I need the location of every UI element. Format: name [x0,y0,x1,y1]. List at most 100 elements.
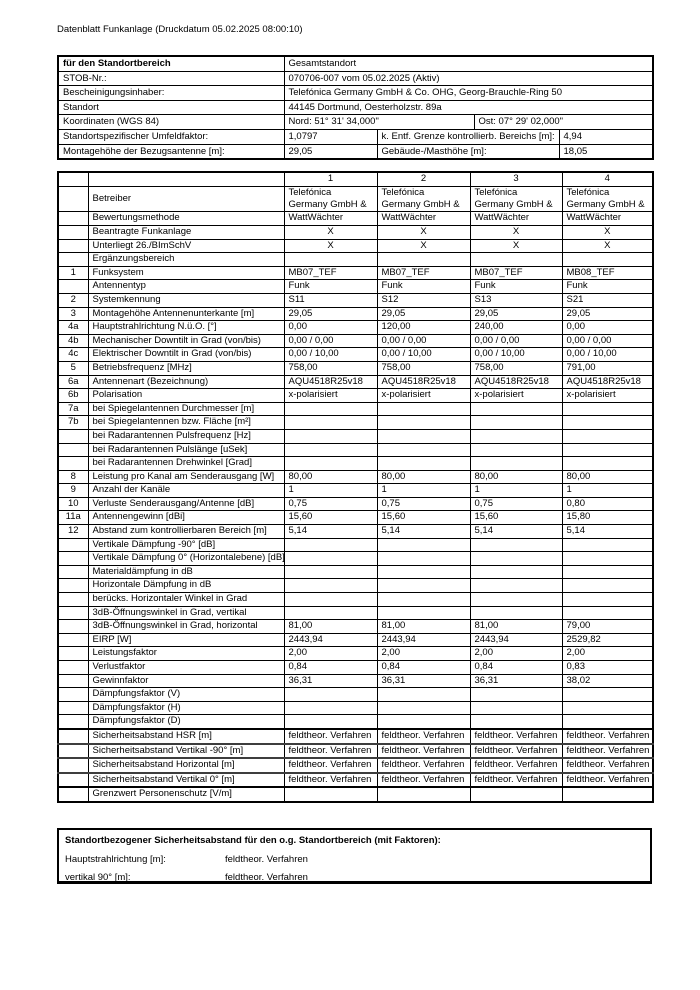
row-label-cell: Betriebsfrequenz [MHz] [87,360,285,376]
row-label-cell: Funksystem [87,265,285,281]
value-cell: Funk [376,279,471,294]
value-cell [469,564,563,580]
antenna-table-row: Vertikale Dämpfung -90° [dB] [57,537,654,553]
value-cell: 80,00 [376,469,471,485]
row-number-cell [57,592,89,607]
value-cell: feldtheor. Verfahren [283,727,378,745]
value-cell: 2,00 [469,646,563,661]
row-number-cell: 10 [57,496,89,512]
antenna-table-row: Sicherheitsabstand Vertikal 0° [m] feldth… [57,771,654,789]
row-label-cell: bei Radarantennen Pulslänge [uSek] [87,442,285,458]
row-label-cell: Verluste Senderausgang/Antenne [dB] [87,496,285,512]
value-cell: Telefónica Germany GmbH & [283,185,378,213]
value-cell: feldtheor. Verfahren [469,727,563,745]
value-cell: x-polarisiert [469,388,563,403]
value-cell: X [561,238,654,254]
value-cell [469,428,563,444]
antenna-column-header: 4 [561,171,654,187]
value-cell [283,700,378,716]
safety-row-value: feldtheor. Verfahren [225,854,308,865]
row-label-cell: Sicherheitsabstand HSR [m] [87,727,285,745]
value-cell [561,456,654,471]
value-cell [469,687,563,702]
value-cell [469,551,563,566]
info-cell: STOB-Nr.: [57,70,285,87]
value-cell [283,551,378,566]
row-label-cell: Grenzwert Personenschutz [V/m] [87,786,285,803]
value-cell: 0,75 [376,496,471,512]
row-label-cell: Ergänzungsbereich [87,252,285,267]
row-label-cell: Verlustfaktor [87,660,285,675]
row-label-cell: bei Spiegelantennen bzw. Fläche [m²] [87,415,285,430]
row-label-cell: Elektrischer Downtilt in Grad (von/bis) [87,347,285,362]
antenna-table-row: Sicherheitsabstand Vertikal -90° [m] feld… [57,742,654,759]
antenna-table-row: 5 Betriebsfrequenz [MHz] 758,00 758,00 758,0… [57,360,654,376]
value-cell [283,564,378,580]
value-cell [469,592,563,607]
value-cell: WattWächter [376,211,471,226]
value-cell [376,442,471,458]
value-cell: 2443,94 [469,632,563,648]
row-label-cell: Antennentyp [87,279,285,294]
value-cell: 0,00 / 10,00 [376,347,471,362]
value-cell [283,428,378,444]
value-cell: 120,00 [376,320,471,335]
site-info-table: für den Standortbereich Gesamtstandort STO… [57,55,655,161]
value-cell [283,537,378,553]
value-cell: 2,00 [283,646,378,661]
antenna-table-row: 2 Systemkennung S11 S12 S13 S21 [57,292,654,308]
value-cell [469,456,563,471]
value-cell: 80,00 [283,469,378,485]
value-cell [561,578,654,594]
row-number-cell: 6b [57,388,89,403]
row-label-cell: Sicherheitsabstand Vertikal 0° [m] [87,771,285,789]
info-table-row: für den Standortbereich Gesamtstandort [57,55,654,72]
value-cell: 15,80 [561,510,654,526]
value-cell: Funk [469,279,563,294]
value-cell [283,592,378,607]
value-cell [283,415,378,430]
value-cell: MB07_TEF [283,265,378,281]
value-cell: 36,31 [376,673,471,689]
antenna-table-row: Beantragte Funkanlage X X X X [57,225,654,240]
value-cell [469,252,563,267]
info-cell: Nord: 51° 31' 34,000" [283,114,475,130]
antenna-table-row: 1 Funksystem MB07_TEF MB07_TEF MB07_TEF MB08_… [57,265,654,281]
value-cell [469,401,563,417]
antenna-table-row: bei Radarantennen Pulsfrequenz [Hz] [57,428,654,444]
value-cell: feldtheor. Verfahren [469,757,563,774]
info-cell: 29,05 [283,143,378,160]
antenna-table-row: Leistungsfaktor 2,00 2,00 2,00 2,00 [57,646,654,661]
value-cell: Telefónica Germany GmbH & [469,185,563,213]
value-cell: 15,60 [283,510,378,526]
value-cell: 0,00 / 10,00 [283,347,378,362]
row-label-cell: EIRP [W] [87,632,285,648]
row-number-cell [57,252,89,267]
safety-row-hauptstrahlrichtung: Hauptstrahlrichtung [m]: feldtheor. Verf… [65,854,644,866]
info-table-row: Koordinaten (WGS 84) Nord: 51° 31' 34,000… [57,114,654,130]
value-cell: 0,00 / 0,00 [376,333,471,349]
antenna-table-row: Horizontale Dämpfung in dB [57,578,654,594]
value-cell: 2443,94 [376,632,471,648]
antenna-table-row: 4c Elektrischer Downtilt in Grad (von/bis… [57,347,654,362]
value-cell: X [283,225,378,240]
row-number-cell [57,757,89,774]
antenna-table-row: bei Radarantennen Pulslänge [uSek] [57,442,654,458]
value-cell: 80,00 [469,469,563,485]
antenna-table-row: 6a Antennenart (Bezeichnung) AQU4518R25v18… [57,374,654,390]
value-cell [561,428,654,444]
value-cell [469,714,563,730]
value-cell: 36,31 [469,673,563,689]
value-cell: 29,05 [561,306,654,322]
antenna-table-row: Unterliegt 26./BImSchV X X X X [57,238,654,254]
value-cell: 5,14 [561,524,654,539]
value-cell: 791,00 [561,360,654,376]
value-cell: 0,84 [376,660,471,675]
row-number-cell [57,225,89,240]
site-safety-distance-box: Standortbezogener Sicherheitsabstand für… [57,828,652,884]
value-cell: S13 [469,292,563,308]
row-number-cell: 2 [57,292,89,308]
row-number-cell [57,632,89,648]
value-cell [283,252,378,267]
